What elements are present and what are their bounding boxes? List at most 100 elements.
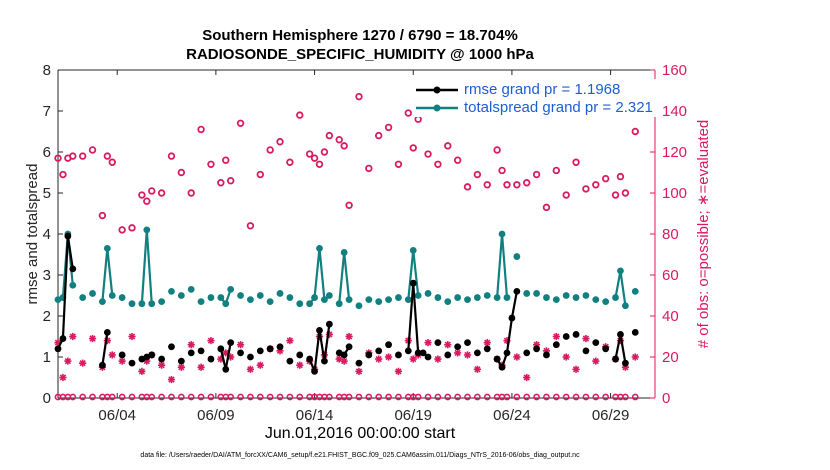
obs-possible-zero-point bbox=[355, 393, 363, 401]
obs-evaluated-point bbox=[138, 367, 146, 375]
obs-possible-zero-point bbox=[187, 393, 195, 401]
obs-possible-zero-point bbox=[454, 393, 462, 401]
obs-possible-point bbox=[394, 160, 403, 168]
totalspread-point bbox=[533, 290, 540, 297]
totalspread-point bbox=[375, 298, 383, 306]
totalspread-point bbox=[335, 300, 343, 308]
obs-possible-zero-point bbox=[444, 393, 452, 401]
rmse-point bbox=[276, 343, 284, 351]
obs-possible-zero-point bbox=[266, 393, 274, 401]
totalspread-point bbox=[168, 288, 175, 295]
rmse-segment bbox=[61, 235, 69, 339]
x-tick-label: 06/04 bbox=[98, 407, 136, 424]
obs-possible-zero-point bbox=[69, 393, 77, 401]
totalspread-point bbox=[483, 292, 491, 299]
obs-possible-zero-point bbox=[513, 393, 521, 401]
rmse-segment bbox=[318, 330, 326, 362]
legend-entry-rmse: rmse grand pr = 1.1968 bbox=[412, 81, 657, 99]
rmse-point bbox=[365, 351, 373, 359]
obs-possible-zero-point bbox=[118, 393, 126, 401]
rmse-point bbox=[385, 341, 392, 349]
obs-possible-zero-point bbox=[523, 393, 531, 401]
obs-evaluated-point bbox=[513, 353, 521, 361]
rmse-point bbox=[493, 355, 501, 363]
obs-evaluated-point bbox=[59, 373, 67, 382]
y-left-tick-label: 8 bbox=[43, 62, 51, 79]
rmse-segment bbox=[219, 348, 227, 370]
rmse-point bbox=[498, 363, 506, 371]
obs-possible-point bbox=[315, 160, 324, 168]
y-right-tick-label: 60 bbox=[662, 267, 679, 284]
obs-possible-point bbox=[157, 189, 166, 197]
obs-possible-point bbox=[118, 226, 126, 234]
rmse-point bbox=[340, 351, 348, 359]
obs-possible-point bbox=[572, 158, 580, 166]
obs-evaluated-point bbox=[523, 373, 531, 382]
totalspread-point bbox=[325, 292, 333, 299]
chart-title: Southern Hemisphere 1270 / 6790 = 18.704… bbox=[202, 27, 518, 44]
totalspread-point bbox=[355, 302, 363, 310]
obs-evaluated-point bbox=[473, 365, 481, 373]
rmse-point bbox=[617, 331, 624, 338]
obs-evaluated-point bbox=[483, 339, 491, 347]
rmse-point bbox=[177, 357, 185, 365]
obs-possible-point bbox=[177, 168, 186, 177]
y-right-tick-label: 140 bbox=[662, 103, 687, 120]
rmse-point bbox=[409, 279, 417, 287]
totalspread-point bbox=[498, 230, 506, 238]
obs-possible-zero-point bbox=[424, 393, 432, 401]
obs-possible-zero-point bbox=[572, 393, 580, 401]
totalspread-point bbox=[572, 294, 580, 301]
obs-evaluated-point bbox=[631, 353, 639, 361]
totalspread-point bbox=[103, 244, 111, 252]
obs-possible-point bbox=[552, 166, 561, 175]
totalspread-point bbox=[385, 296, 392, 303]
totalspread-point bbox=[582, 292, 590, 299]
rmse-point bbox=[103, 329, 111, 336]
rmse-point bbox=[256, 347, 264, 355]
totalspread-point bbox=[617, 267, 624, 275]
obs-evaluated-point bbox=[434, 355, 442, 363]
rmse-point bbox=[552, 341, 560, 349]
rmse-point bbox=[454, 343, 462, 351]
obs-possible-zero-point bbox=[385, 393, 392, 401]
obs-evaluated-point bbox=[409, 355, 417, 363]
obs-possible-point bbox=[503, 181, 511, 189]
rmse-point bbox=[59, 335, 67, 342]
obs-possible-point bbox=[611, 191, 620, 199]
obs-evaluated-point bbox=[108, 351, 116, 359]
rmse-segment bbox=[505, 317, 514, 354]
footer-data-file: data file: /Users/raeder/DAI/ATM_forcXX/… bbox=[140, 452, 580, 459]
obs-possible-zero-point bbox=[582, 393, 590, 401]
obs-possible-point bbox=[473, 170, 482, 179]
rmse-point bbox=[217, 345, 225, 353]
rmse-segment bbox=[224, 342, 232, 370]
obs-possible-point bbox=[246, 222, 255, 230]
obs-possible-point bbox=[197, 125, 205, 134]
obs-evaluated-point bbox=[572, 365, 580, 373]
obs-possible-point bbox=[226, 176, 235, 185]
obs-possible-zero-point bbox=[503, 393, 511, 401]
obs-possible-point bbox=[320, 148, 329, 156]
totalspread-segment bbox=[407, 250, 415, 300]
rmse-point bbox=[404, 347, 412, 355]
obs-evaluated-point bbox=[128, 332, 136, 341]
obs-evaluated-point bbox=[340, 357, 348, 365]
totalspread-point bbox=[237, 292, 244, 299]
rmse-segment bbox=[101, 332, 109, 366]
obs-evaluated-point bbox=[64, 357, 72, 365]
rmse-point bbox=[266, 345, 274, 353]
totalspread-segment bbox=[338, 252, 346, 304]
obs-evaluated-point bbox=[424, 339, 432, 347]
rmse-point bbox=[247, 353, 254, 361]
y-left-axis-label: rmse and totalspread bbox=[24, 164, 41, 305]
rmse-point bbox=[345, 343, 353, 351]
obs-evaluated-point bbox=[375, 355, 383, 363]
totalspread-point bbox=[158, 298, 166, 306]
obs-possible-zero-point bbox=[89, 393, 96, 401]
totalspread-segment bbox=[412, 250, 420, 296]
totalspread-point bbox=[409, 247, 417, 254]
obs-evaluated-point bbox=[562, 353, 570, 361]
obs-possible-point bbox=[207, 160, 215, 168]
